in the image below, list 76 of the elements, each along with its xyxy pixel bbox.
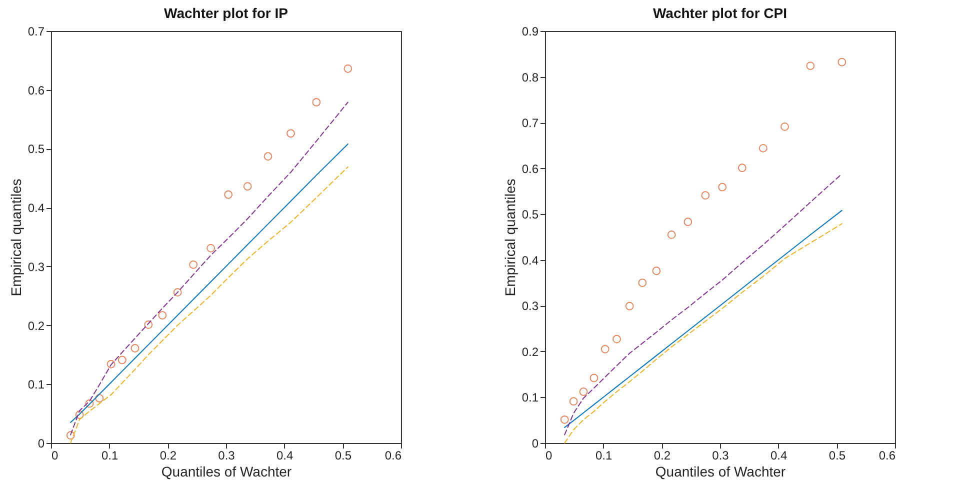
y-tick-label: 0.5 xyxy=(522,208,539,222)
point xyxy=(85,399,94,408)
point xyxy=(286,129,295,138)
point xyxy=(600,344,610,354)
point xyxy=(738,164,746,172)
point xyxy=(264,152,272,161)
point xyxy=(590,374,598,382)
y-tick-label: 0.8 xyxy=(522,70,539,84)
point xyxy=(684,218,692,226)
point xyxy=(569,397,578,406)
point xyxy=(243,182,252,191)
y-tick-label: 0.4 xyxy=(28,201,45,216)
point xyxy=(612,334,621,344)
line-series xyxy=(70,102,348,436)
y-tick-label: 0.7 xyxy=(28,24,45,38)
x-tick-label: 0.1 xyxy=(101,448,118,462)
point xyxy=(560,415,569,424)
point xyxy=(838,58,846,66)
point xyxy=(638,278,647,287)
x-axis-title: Quantiles of Wachter xyxy=(161,464,292,480)
point xyxy=(806,62,815,70)
x-tick-label: 0.6 xyxy=(878,448,896,462)
x-tick-label: 0.5 xyxy=(828,448,846,462)
point xyxy=(667,230,676,239)
line-series xyxy=(564,173,842,436)
point xyxy=(652,266,661,276)
point xyxy=(66,431,75,440)
point xyxy=(144,320,153,329)
x-tick-label: 0.3 xyxy=(218,448,236,462)
x-tick-label: 0.6 xyxy=(384,448,402,462)
point xyxy=(130,344,140,352)
x-axis-title: Quantiles of Wachter xyxy=(655,464,786,480)
point xyxy=(106,360,116,368)
point xyxy=(758,144,768,152)
y-tick-label: 0.1 xyxy=(28,378,45,392)
point xyxy=(95,394,104,402)
y-tick-label: 0.7 xyxy=(522,116,539,130)
x-tick-label: 0.4 xyxy=(770,448,788,462)
x-tick-label: 0 xyxy=(546,448,552,462)
x-tick-label: 0.5 xyxy=(334,448,352,462)
point xyxy=(189,260,198,269)
y-tick-label: 0.4 xyxy=(522,253,539,268)
y-tick-label: 0.3 xyxy=(28,260,45,274)
point xyxy=(158,311,167,320)
y-axis-title: Empirical quantiles xyxy=(502,178,518,296)
point xyxy=(701,191,710,200)
point xyxy=(718,182,727,192)
point xyxy=(224,190,233,199)
x-tick-label: 0.1 xyxy=(595,448,612,462)
y-tick-label: 0 xyxy=(532,436,539,450)
point xyxy=(173,288,182,297)
chart-title: Wachter plot for CPI xyxy=(652,5,788,21)
x-tick-label: 0.2 xyxy=(654,448,671,462)
y-tick-label: 0 xyxy=(38,436,45,450)
x-tick-label: 0.3 xyxy=(712,448,730,462)
y-axis-title: Empirical quantiles xyxy=(8,178,24,296)
y-tick-label: 0.3 xyxy=(522,299,539,314)
chart-title: Wachter plot for IP xyxy=(164,5,288,21)
y-tick-label: 0.6 xyxy=(522,162,539,176)
y-tick-label: 0.2 xyxy=(28,318,45,333)
y-tick-label: 0.9 xyxy=(522,24,539,38)
y-tick-label: 0.2 xyxy=(522,344,539,359)
x-tick-label: 0.2 xyxy=(160,448,177,462)
x-tick-label: 0 xyxy=(52,448,58,462)
point xyxy=(579,388,588,396)
point xyxy=(206,244,216,252)
point xyxy=(312,98,321,106)
y-tick-label: 0.5 xyxy=(28,142,45,156)
point xyxy=(118,356,126,364)
point xyxy=(625,302,634,310)
point xyxy=(75,410,84,419)
y-tick-label: 0.1 xyxy=(522,390,539,405)
y-tick-label: 0.6 xyxy=(28,83,45,98)
x-tick-label: 0.4 xyxy=(276,448,294,462)
point xyxy=(344,64,352,73)
point xyxy=(780,122,789,131)
